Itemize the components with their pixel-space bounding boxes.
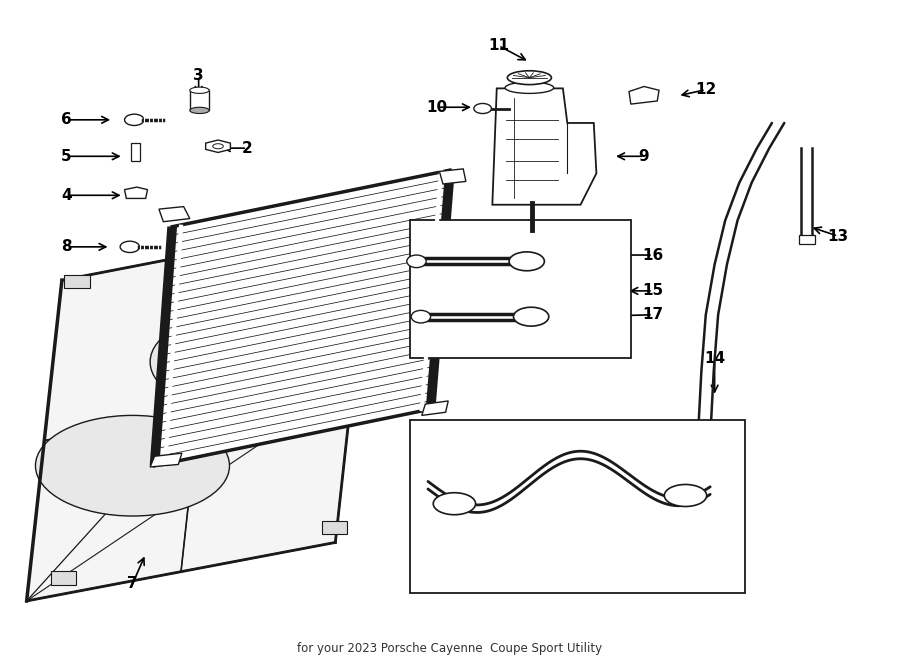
Bar xyxy=(130,143,140,161)
Text: 2: 2 xyxy=(242,140,253,156)
Ellipse shape xyxy=(190,87,209,93)
Text: 17: 17 xyxy=(643,307,663,322)
Ellipse shape xyxy=(473,103,491,114)
Ellipse shape xyxy=(411,310,430,323)
Polygon shape xyxy=(629,87,659,104)
Ellipse shape xyxy=(35,416,230,516)
Bar xyxy=(410,220,631,357)
Text: 13: 13 xyxy=(827,228,849,244)
Text: 15: 15 xyxy=(643,283,663,299)
Polygon shape xyxy=(124,187,148,199)
Polygon shape xyxy=(422,401,448,416)
Polygon shape xyxy=(27,220,371,601)
Ellipse shape xyxy=(509,252,544,271)
Text: 12: 12 xyxy=(695,82,716,97)
Bar xyxy=(322,220,348,233)
Polygon shape xyxy=(492,88,597,205)
Text: 8: 8 xyxy=(61,240,72,254)
Ellipse shape xyxy=(508,71,552,85)
Ellipse shape xyxy=(664,485,707,506)
Text: 18: 18 xyxy=(559,560,580,575)
Polygon shape xyxy=(155,170,450,466)
Text: 14: 14 xyxy=(704,352,725,366)
Text: 9: 9 xyxy=(639,149,650,164)
Ellipse shape xyxy=(505,82,554,93)
Text: 3: 3 xyxy=(194,68,204,83)
Bar xyxy=(799,235,815,244)
Text: 7: 7 xyxy=(127,577,138,591)
Polygon shape xyxy=(150,453,182,467)
Ellipse shape xyxy=(514,307,549,326)
Bar xyxy=(190,90,209,111)
Text: for your 2023 Porsche Cayenne  Coupe Sport Utility: for your 2023 Porsche Cayenne Coupe Spor… xyxy=(297,642,603,655)
Text: 4: 4 xyxy=(61,188,72,203)
Text: 11: 11 xyxy=(488,38,509,53)
Bar xyxy=(322,521,346,534)
Text: 19: 19 xyxy=(704,441,725,455)
Ellipse shape xyxy=(120,241,140,252)
Ellipse shape xyxy=(190,107,209,114)
Bar xyxy=(64,275,90,289)
Bar xyxy=(51,571,76,585)
Text: 6: 6 xyxy=(61,113,72,127)
Ellipse shape xyxy=(407,255,427,267)
Polygon shape xyxy=(159,207,190,222)
Text: 10: 10 xyxy=(427,100,447,115)
Text: 5: 5 xyxy=(61,149,72,164)
Text: 1: 1 xyxy=(347,226,358,240)
Ellipse shape xyxy=(150,312,344,412)
Polygon shape xyxy=(206,140,230,152)
Bar xyxy=(410,420,745,592)
Text: 16: 16 xyxy=(643,248,663,263)
Polygon shape xyxy=(439,169,466,184)
Ellipse shape xyxy=(124,114,144,126)
Ellipse shape xyxy=(433,493,475,515)
